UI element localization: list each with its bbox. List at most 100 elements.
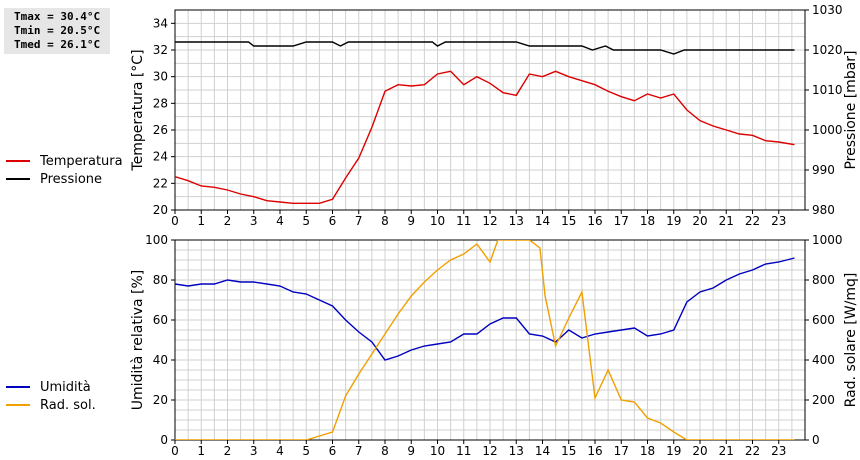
x-tick-label: 19 [666,214,681,228]
y2-tick-label: 600 [812,313,835,327]
x-tick-label: 10 [430,444,445,458]
y-tick-label: 0 [160,433,168,447]
x-tick-label: 21 [719,444,734,458]
x-tick-label: 17 [614,214,629,228]
y-tick-label: 32 [153,43,168,57]
x-tick-label: 8 [381,444,389,458]
legend-item-radsol: Rad. sol. [6,396,96,414]
y-tick-label: 100 [145,233,168,247]
x-tick-label: 0 [171,214,179,228]
y2-tick-label: 0 [812,433,820,447]
y-tick-label: 28 [153,96,168,110]
x-tick-label: 14 [535,214,550,228]
x-tick-label: 22 [745,214,760,228]
legend-item-temperatura: Temperatura [6,152,123,170]
x-tick-label: 5 [302,214,310,228]
x-tick-label: 11 [456,444,471,458]
y-tick-label: 22 [153,176,168,190]
legend-swatch-umidita [6,386,30,388]
y2-tick-label: 200 [812,393,835,407]
x-tick-label: 4 [276,214,284,228]
x-tick-label: 20 [692,214,707,228]
x-tick-label: 1 [197,444,205,458]
x-tick-label: 7 [355,444,363,458]
stat-tmed: Tmed = 26.1°C [14,38,101,51]
y2-tick-label: 1000 [812,123,843,137]
x-tick-label: 13 [509,444,524,458]
x-tick-label: 4 [276,444,284,458]
x-tick-label: 23 [771,214,786,228]
y2-tick-label: 400 [812,353,835,367]
stat-tmin: Tmin = 20.5°C [14,24,101,37]
x-tick-label: 6 [329,444,337,458]
x-tick-label: 3 [250,444,258,458]
x-tick-label: 18 [640,214,655,228]
stats-box: Tmax = 30.4°C Tmin = 20.5°C Tmed = 26.1°… [4,8,110,54]
legend-label-umidita: Umidità [40,379,91,395]
series-line-rad-sol [175,240,795,440]
stat-tmax: Tmax = 30.4°C [14,10,101,23]
x-tick-label: 15 [561,444,576,458]
x-tick-label: 22 [745,444,760,458]
x-tick-label: 17 [614,444,629,458]
legend-swatch-radsol [6,404,30,406]
legend-label-pressione: Pressione [40,171,103,187]
y-tick-label: 80 [153,273,168,287]
y-tick-label: 20 [153,393,168,407]
y2-tick-label: 800 [812,273,835,287]
y-tick-label: 20 [153,203,168,217]
series-line-umidit [175,257,795,361]
x-tick-label: 15 [561,214,576,228]
x-tick-label: 23 [771,444,786,458]
x-tick-label: 0 [171,444,179,458]
x-tick-label: 12 [482,444,497,458]
y2-tick-label: 1020 [812,43,843,57]
x-tick-label: 20 [692,444,707,458]
x-tick-label: 19 [666,444,681,458]
x-tick-label: 3 [250,214,258,228]
legend-bottom: Umidità Rad. sol. [6,378,96,414]
x-tick-label: 16 [587,444,602,458]
x-tick-label: 5 [302,444,310,458]
x-tick-label: 14 [535,444,550,458]
legend-label-temperatura: Temperatura [40,153,123,169]
y2-tick-label: 1000 [812,233,843,247]
legend-label-radsol: Rad. sol. [40,397,96,413]
y-tick-label: 40 [153,353,168,367]
x-tick-label: 21 [719,214,734,228]
y-tick-label: 30 [153,70,168,84]
top-y-axis-label: Temperatura [°C] [130,49,146,171]
x-tick-label: 13 [509,214,524,228]
y-tick-label: 34 [153,16,168,30]
x-tick-label: 1 [197,214,205,228]
x-tick-label: 2 [224,444,232,458]
x-tick-label: 10 [430,214,445,228]
x-tick-label: 12 [482,214,497,228]
x-tick-label: 8 [381,214,389,228]
x-tick-label: 2 [224,214,232,228]
y-tick-label: 26 [153,123,168,137]
y-tick-label: 60 [153,313,168,327]
series-line-temperatura [175,70,795,205]
legend-top: Temperatura Pressione [6,152,123,188]
y2-tick-label: 1010 [812,83,843,97]
x-tick-label: 6 [329,214,337,228]
legend-swatch-pressione [6,178,30,180]
legend-item-umidita: Umidità [6,378,96,396]
bottom-y-axis-label: Umidità relativa [%] [130,270,146,411]
x-tick-label: 7 [355,214,363,228]
y2-tick-label: 980 [812,203,835,217]
legend-swatch-temperatura [6,160,30,162]
series-line-pressione [175,41,795,55]
y-tick-label: 24 [153,150,168,164]
x-tick-label: 11 [456,214,471,228]
x-tick-label: 9 [407,444,415,458]
y2-tick-label: 990 [812,163,835,177]
x-tick-label: 18 [640,444,655,458]
legend-item-pressione: Pressione [6,170,123,188]
x-tick-label: 9 [407,214,415,228]
bottom-y2-axis-label: Rad. solare [W/mq] [843,273,859,408]
x-tick-label: 16 [587,214,602,228]
top-y2-axis-label: Pressione [mbar] [843,50,859,169]
